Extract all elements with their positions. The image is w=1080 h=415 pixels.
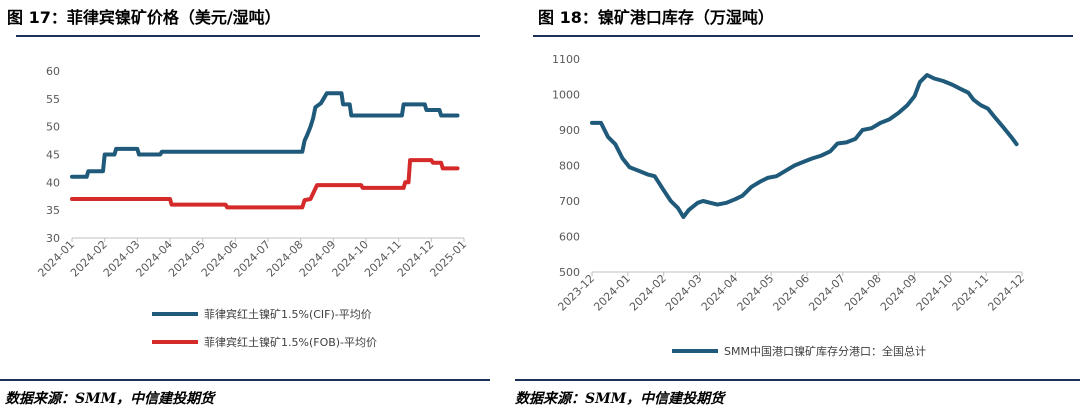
x-tick-label: 2024-07 [806,272,848,314]
x-tick-label: 2024-10 [914,272,956,314]
y-tick-label: 45 [46,149,60,162]
y-tick-label: 35 [46,204,60,217]
y-tick-label: 60 [46,65,60,78]
y-tick-label: 30 [46,232,60,245]
y-tick-label: 55 [46,93,60,106]
y-tick-label: 800 [559,160,580,173]
x-tick-label: 2024-08 [842,272,884,314]
figure17-title: 图 17：菲律宾镍矿价格（美元/湿吨） [7,8,281,27]
y-tick-label: 50 [46,121,60,134]
series-line-1 [70,158,460,210]
figure17-top-rule [16,35,480,37]
y-tick-label: 600 [559,231,580,244]
y-tick-label: 500 [559,266,580,279]
figure18-top-rule [533,35,1073,37]
y-tick-label: 40 [46,176,60,189]
y-tick-label: 700 [559,195,580,208]
y-tick-label: 900 [559,124,580,137]
figure17-source: 数据来源：SMM，中信建投期货 [5,391,215,407]
x-tick-label: 2024-09 [878,272,920,314]
figure17-bottom-rule [0,379,490,381]
nickel-ore-price-chart: 303540455055602024-012024-022024-032024-… [35,65,469,349]
x-tick-label: 2024-06 [770,272,812,314]
y-tick-label: 1100 [552,53,580,66]
x-tick-label: 2024-03 [663,272,705,314]
x-tick-label: 2024-11 [950,272,992,314]
figure18-source: 数据来源：SMM，中信建投期货 [515,391,725,407]
x-tick-label: 2024-02 [627,272,669,314]
x-tick-label: 2024-05 [735,272,777,314]
figure18-title: 图 18：镍矿港口库存（万湿吨） [538,8,774,27]
x-tick-label: 2024-01 [591,272,633,314]
figure18-bottom-rule [515,379,1080,381]
legend-label-0: SMM中国港口镍矿库存分港口：全国总计 [724,344,926,358]
series-line-0 [590,73,1019,219]
legend-label-1: 菲律宾红土镍矿1.5%(FOB)-平均价 [204,335,377,349]
x-tick-label: 2024-12 [985,272,1027,314]
series-line-0 [70,91,460,179]
y-tick-label: 1000 [552,89,580,102]
legend-label-0: 菲律宾红土镍矿1.5%(CIF)-平均价 [204,307,372,321]
x-tick-label: 2024-04 [699,272,741,314]
